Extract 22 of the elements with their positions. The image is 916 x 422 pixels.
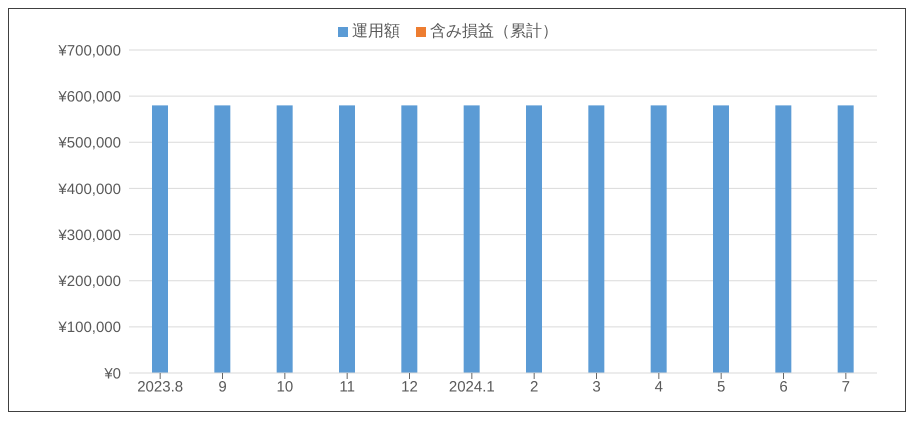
- legend-label: 運用額: [351, 22, 400, 42]
- y-tick-label: ¥500,000: [57, 134, 121, 152]
- x-tick-label: 4: [654, 378, 664, 396]
- y-tick-label: ¥700,000: [57, 42, 121, 60]
- y-tick-label: ¥300,000: [57, 226, 121, 244]
- y-tick-label: ¥200,000: [57, 273, 121, 290]
- x-tick-label: 2: [530, 378, 538, 396]
- x-tick-label: 2023.8: [137, 378, 184, 396]
- x-tick-label: 12: [401, 378, 418, 396]
- x-tick-label: 3: [592, 378, 601, 396]
- x-tick-label: 11: [339, 378, 355, 396]
- x-tick-label: 6: [779, 378, 788, 396]
- x-tick-label: 2024.1: [448, 378, 495, 396]
- x-tick-label: 7: [842, 378, 850, 396]
- x-tick-label: 5: [716, 378, 726, 396]
- y-tick-label: ¥100,000: [57, 319, 121, 336]
- y-tick-label: ¥0: [103, 365, 121, 382]
- legend-label: 含み損益（累計）: [429, 22, 558, 42]
- x-tick-label: 10: [276, 378, 294, 396]
- y-tick-label: ¥600,000: [57, 88, 121, 106]
- y-tick-label: ¥400,000: [57, 180, 121, 198]
- x-tick-label: 9: [218, 378, 227, 396]
